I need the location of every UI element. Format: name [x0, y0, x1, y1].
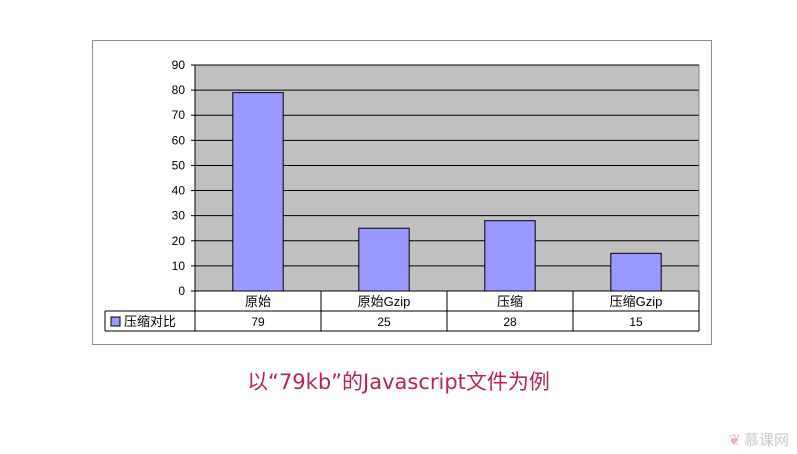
data-value-label: 15: [629, 315, 643, 329]
caption: 以“79kb”的Javascript文件为例: [247, 370, 550, 394]
legend-swatch: [110, 316, 121, 327]
bar: [484, 220, 536, 292]
bar: [358, 227, 410, 292]
bar: [232, 92, 284, 292]
flame-logo-icon: ❦: [728, 431, 741, 449]
y-tick-label: 60: [172, 133, 186, 147]
y-tick-label: 20: [172, 234, 186, 248]
y-tick-label: 50: [172, 158, 186, 172]
category-label: 原始: [245, 294, 271, 309]
category-label: 压缩Gzip: [610, 294, 663, 309]
watermark-text: 慕课网: [743, 431, 789, 449]
legend-label: 压缩对比: [124, 314, 176, 329]
chart-frame: 0 10 20 30 40 50 60 70 80 90 原始 原始Gzip 压缩 压缩Gzip 压缩对比 7…: [92, 40, 712, 345]
y-tick-label: 0: [178, 284, 185, 298]
watermark: ❦ 慕课网: [728, 429, 789, 450]
y-tick-label: 70: [172, 108, 186, 122]
category-label: 原始Gzip: [358, 294, 411, 309]
data-value-label: 25: [377, 315, 391, 329]
data-value-label: 79: [251, 315, 265, 329]
y-tick-label: 10: [172, 259, 186, 273]
y-tick-label: 40: [172, 184, 186, 198]
y-tick-label: 80: [172, 83, 186, 97]
category-label: 压缩: [497, 294, 523, 309]
bar-chart: 0 10 20 30 40 50 60 70 80 90 原始 原始Gzip 压缩 压缩Gzip 压缩对比 7…: [104, 58, 700, 332]
y-tick-label: 90: [172, 58, 186, 72]
bar: [610, 252, 662, 292]
y-tick-label: 30: [172, 209, 186, 223]
data-value-label: 28: [503, 315, 517, 329]
